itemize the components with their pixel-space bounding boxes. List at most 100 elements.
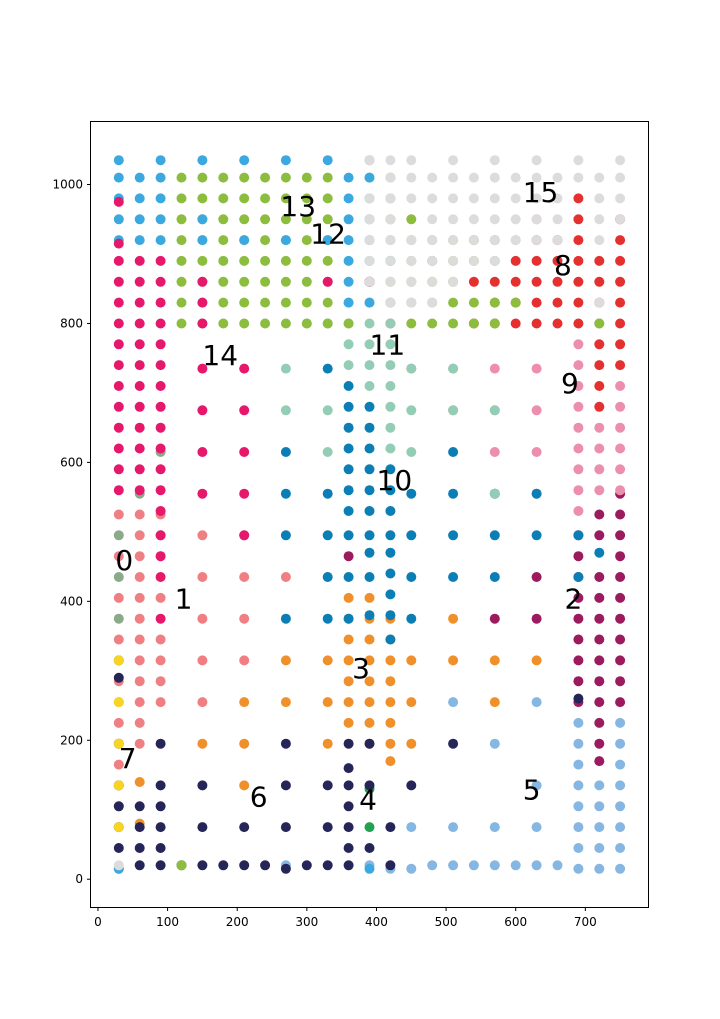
plot-frame [90,121,649,908]
data-point [239,488,250,499]
data-point [364,235,375,246]
cluster-label-8: 8 [554,249,572,282]
data-point [427,860,438,871]
data-point [155,697,166,708]
data-point [448,530,459,541]
data-point [385,172,396,183]
data-point [594,613,605,624]
data-point [385,214,396,225]
data-point [280,193,291,204]
data-point [615,655,626,666]
data-point [113,297,124,308]
data-point [573,780,584,791]
data-point [406,613,417,624]
data-point [280,447,291,457]
data-point [239,860,250,871]
data-point [489,318,500,329]
data-point [531,860,542,871]
data-point [385,276,396,287]
data-point [322,363,333,374]
data-point [385,717,396,728]
data-point [364,360,375,371]
data-point [113,592,124,603]
data-point [280,572,291,582]
data-point [197,447,208,457]
data-point [260,860,271,871]
data-point [134,777,145,787]
data-point [113,172,124,183]
data-point [615,235,626,246]
data-point [155,843,166,853]
data-point [385,822,396,833]
data-point [197,214,208,225]
data-point [301,172,312,183]
data-point [134,381,145,391]
data-point [113,801,124,812]
data-point [573,530,584,541]
data-point [385,756,396,767]
data-point [113,155,124,166]
data-point [406,255,417,266]
data-point [239,738,250,749]
data-point [301,214,312,225]
data-point [489,613,500,624]
data-point [280,822,291,833]
data-point [364,401,375,412]
cluster-label-15: 15 [523,176,559,209]
data-point [594,756,605,767]
data-point [113,530,124,541]
data-point [448,405,459,416]
data-point [594,318,605,329]
data-point [134,717,145,728]
data-point [155,613,166,624]
data-point [113,485,124,496]
data-point [155,780,166,791]
x-tick-label: 600 [504,915,527,929]
data-point [406,530,417,541]
data-point [343,360,354,371]
data-point [510,297,521,308]
data-point [155,172,166,183]
cluster-label-4: 4 [359,784,377,817]
data-point [531,214,542,225]
x-tick-label: 300 [295,915,318,929]
data-point [594,214,605,225]
data-point [134,530,145,541]
data-point [134,172,145,183]
data-point [406,297,417,308]
data-point [531,447,542,457]
data-point [364,297,375,308]
data-point [155,572,166,582]
data-point [406,276,417,287]
data-point [615,485,626,496]
data-point [134,401,145,412]
data-point [385,860,396,871]
data-point [197,276,208,287]
data-point [343,530,354,541]
data-point [322,860,333,871]
data-point [218,860,229,871]
data-point [343,401,354,412]
data-point [594,717,605,728]
data-point [343,592,354,603]
data-point [239,276,250,287]
data-point [197,613,208,624]
data-point [594,822,605,833]
data-point [594,592,605,603]
data-point [364,193,375,204]
data-point [155,318,166,329]
data-point [280,172,291,183]
data-point [448,235,459,246]
data-point [406,318,417,329]
data-point [531,363,542,374]
data-point [573,592,584,603]
data-point [134,422,145,433]
data-point [615,381,626,391]
data-point [385,193,396,204]
data-point [489,214,500,225]
data-point [594,360,605,371]
data-point [615,717,626,728]
data-point [448,488,459,499]
data-point [134,801,145,812]
